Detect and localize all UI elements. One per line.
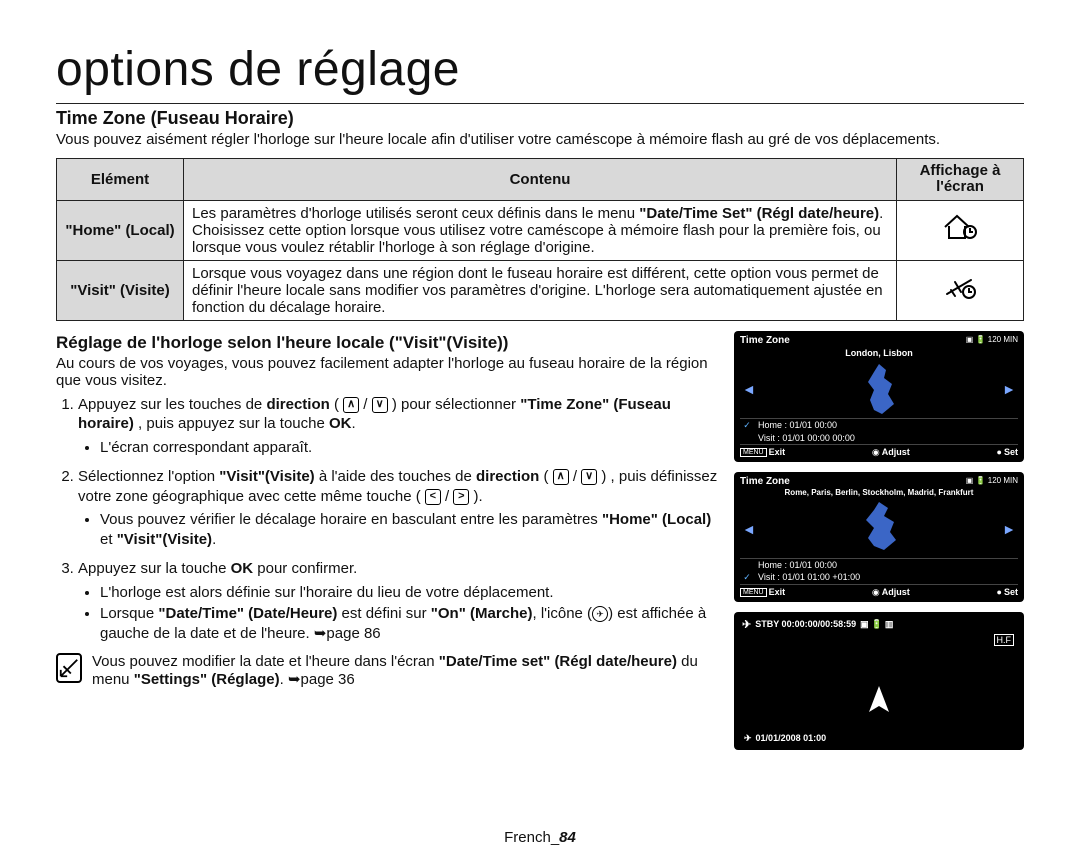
plane-small-icon: ✈ bbox=[742, 618, 751, 631]
step-3: Appuyez sur la touche OK pour confirmer.… bbox=[78, 559, 718, 643]
page-footer: French_84 bbox=[0, 829, 1080, 846]
th-element: Elément bbox=[57, 158, 184, 200]
row-visit-element: "Visit" (Visite) bbox=[57, 260, 184, 320]
th-content: Contenu bbox=[184, 158, 897, 200]
note-text: Vous pouvez modifier la date et l'heure … bbox=[92, 653, 718, 688]
note-icon bbox=[56, 653, 82, 683]
arrow-right-icon: ► bbox=[1002, 381, 1016, 397]
options-table: Elément Contenu Affichage à l'écran "Hom… bbox=[56, 158, 1024, 321]
hf-badge: H.F bbox=[994, 634, 1015, 646]
home-icon bbox=[897, 200, 1024, 260]
th-display: Affichage à l'écran bbox=[897, 158, 1024, 200]
page-title: options de réglage bbox=[56, 42, 1024, 97]
intro-text: Vous pouvez aisément régler l'horloge su… bbox=[56, 131, 1024, 150]
screen-b: Time Zone ▣ 🔋 120 MIN Rome, Paris, Berli… bbox=[734, 472, 1024, 602]
section2-intro: Au cours de vos voyages, vous pouvez fac… bbox=[56, 355, 718, 389]
section2-title: Réglage de l'horloge selon l'heure local… bbox=[56, 333, 718, 353]
steps-list: Appuyez sur les touches de direction ( ∧… bbox=[56, 395, 718, 644]
note-box: Vous pouvez modifier la date et l'heure … bbox=[56, 653, 718, 688]
row-visit-content: Lorsque vous voyagez dans une région don… bbox=[184, 260, 897, 320]
screen-b-topicons: ▣ 🔋 120 MIN bbox=[966, 476, 1018, 485]
status-screen: ✈ STBY 00:00:00/00:58:59 ▣ 🔋 ▥ H.F ✈01/0… bbox=[734, 612, 1024, 750]
row-home-element: "Home" (Local) bbox=[57, 200, 184, 260]
step-2: Sélectionnez l'option "Visit"(Visite) à … bbox=[78, 467, 718, 549]
step-1: Appuyez sur les touches de direction ( ∧… bbox=[78, 395, 718, 458]
arrow-left-icon: ◄ bbox=[742, 521, 756, 537]
arrow-right-icon: ► bbox=[1002, 521, 1016, 537]
screen-a: Time Zone ▣ 🔋 120 MIN London, Lisbon ◄ ►… bbox=[734, 331, 1024, 462]
plane-small-icon: ✈ bbox=[744, 733, 752, 744]
section-title: Time Zone (Fuseau Horaire) bbox=[56, 108, 1024, 129]
row-home-content: Les paramètres d'horloge utilisés seront… bbox=[184, 200, 897, 260]
compass-icon bbox=[859, 684, 899, 724]
screen-a-topicons: ▣ 🔋 120 MIN bbox=[966, 335, 1018, 344]
arrow-left-icon: ◄ bbox=[742, 381, 756, 397]
plane-icon bbox=[897, 260, 1024, 320]
